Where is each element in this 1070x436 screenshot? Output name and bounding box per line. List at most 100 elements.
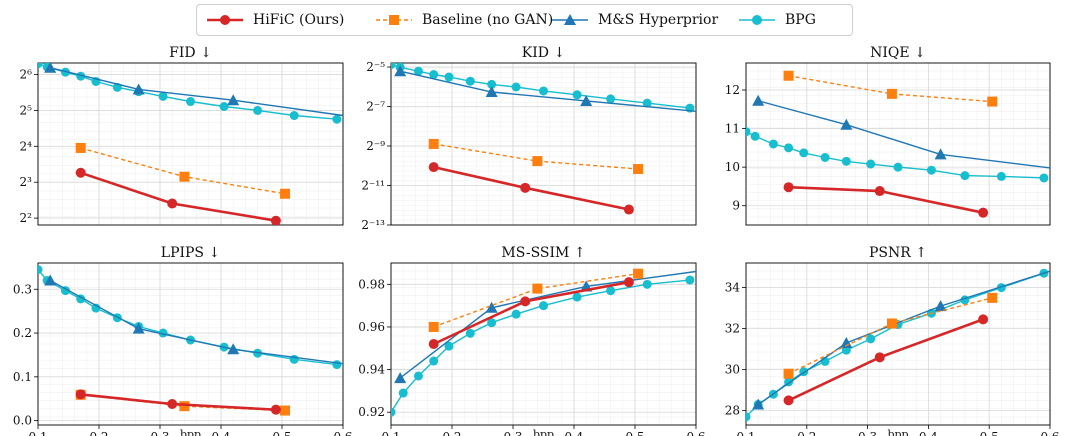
legend-item-baseline: Baseline (no GAN): [374, 5, 553, 35]
y-tick-label: 9: [732, 199, 740, 213]
y-tick-label: 2⁻⁹: [366, 139, 385, 153]
series-line-ms: [49, 279, 343, 365]
x-tick-label: 0.4: [211, 430, 230, 436]
point-bpg: [289, 354, 299, 364]
series-line-ms: [50, 67, 343, 117]
point-hific: [428, 162, 439, 173]
point-bpg: [511, 309, 521, 319]
point-bpg: [820, 153, 830, 162]
point-bpg: [444, 341, 454, 351]
x-tick-label: 0.5: [980, 430, 999, 436]
x-axis-label: bpp: [887, 428, 908, 436]
point-bpg: [391, 407, 396, 417]
point-hific: [874, 186, 885, 197]
series-line-bpg: [38, 269, 337, 366]
point-baseline: [987, 96, 998, 107]
x-tick-label: 0.1: [736, 430, 755, 436]
chart-panel-1: 2² 2³ 2⁴ 2⁵ 2⁶ FID ↓: [20, 45, 344, 226]
y-tick-label: 28: [725, 404, 740, 418]
series-line-bpg: [746, 272, 1045, 418]
point-baseline: [783, 368, 794, 379]
x-tick-label: 0.6: [333, 430, 352, 436]
point-baseline: [886, 88, 897, 99]
point-hific: [783, 395, 794, 406]
series-group: [391, 268, 696, 417]
point-hific: [978, 314, 989, 325]
chart-title: KID ↓: [522, 45, 565, 61]
point-bpg: [746, 412, 751, 422]
y-tick-label: 2³: [20, 175, 33, 189]
plot-frame: [37, 62, 344, 226]
point-ms: [485, 301, 498, 313]
chart-panel-6: 28 30 32 34 PSNR ↑ 0.1 0.2 0.3 0.4 0.5 0.6 bpp: [725, 245, 1060, 436]
series-line-bpg: [38, 63, 337, 120]
y-tick-label: 0.94: [358, 363, 385, 377]
point-bpg: [465, 328, 475, 338]
point-bpg: [332, 114, 342, 124]
legend-swatch-bpg: [739, 15, 775, 25]
legend: HiFiC (Ours) Baseline (no GAN) M&S Hyper…: [196, 4, 853, 36]
y-tick-label: 2⁻¹³: [361, 218, 385, 232]
point-bpg: [893, 162, 903, 172]
series-line-hific: [433, 280, 630, 346]
point-bpg: [750, 131, 760, 141]
point-bpg: [746, 127, 751, 137]
point-hific: [428, 339, 439, 349]
x-tick-label: 0.5: [625, 430, 644, 436]
y-tick-label: 0.98: [358, 277, 385, 291]
point-baseline: [633, 268, 644, 279]
series-group: [38, 265, 343, 416]
point-bpg: [398, 388, 408, 398]
plot-frame: [745, 262, 1051, 426]
series-line-baseline: [433, 273, 639, 328]
point-hific: [167, 198, 178, 209]
y-tick-label: 32: [725, 322, 740, 336]
x-tick-label: 0.6: [1040, 430, 1059, 436]
point-hific: [623, 277, 634, 288]
y-tick-label: 0.2: [13, 326, 32, 340]
point-hific: [783, 182, 794, 193]
point-baseline: [280, 405, 291, 416]
point-bpg: [572, 292, 582, 302]
chart-title: FID ↓: [169, 45, 212, 61]
chart-panel-2: 2⁻¹³ 2⁻¹¹ 2⁻⁹ 2⁻⁷ 2⁻⁵ KID ↓: [361, 45, 697, 232]
point-hific: [978, 207, 989, 218]
chart-title: PSNR ↑: [869, 245, 927, 261]
point-bpg: [429, 70, 439, 80]
point-ms: [580, 94, 593, 106]
point-bpg: [429, 356, 439, 366]
point-bpg: [158, 328, 168, 338]
x-tick-label: 0.3: [503, 430, 522, 436]
point-bpg: [926, 165, 936, 175]
point-bpg: [841, 156, 851, 166]
x-tick-label: 0.6: [686, 430, 705, 436]
point-baseline: [179, 401, 190, 412]
point-bpg: [465, 76, 475, 86]
x-tick-label: 0.1: [28, 430, 47, 436]
legend-label-baseline: Baseline (no GAN): [422, 12, 554, 28]
point-baseline: [987, 292, 998, 303]
point-baseline: [633, 164, 644, 175]
point-bpg: [511, 82, 521, 92]
y-tick-label: 2⁻¹¹: [361, 178, 385, 192]
point-bpg: [219, 102, 229, 112]
y-tick-label: 2⁴: [20, 139, 33, 153]
legend-swatch-baseline: [376, 15, 412, 25]
x-tick-label: 0.1: [381, 430, 400, 436]
x-tick-label: 0.2: [797, 430, 816, 436]
point-hific: [520, 182, 531, 193]
chart-panel-4: 0.0 0.1 0.2 0.3 LPIPS ↓ 0.1 0.2 0.3 0.4 0.5 0.6 bpp: [13, 245, 353, 436]
point-bpg: [606, 286, 616, 296]
legend-item-bpg: BPG: [737, 5, 816, 35]
point-ms: [44, 63, 57, 73]
point-hific: [874, 352, 885, 363]
point-ms: [227, 343, 240, 355]
point-hific: [167, 398, 178, 409]
point-baseline: [280, 188, 291, 199]
point-bpg: [391, 63, 396, 70]
point-baseline: [75, 142, 86, 153]
point-ms: [840, 336, 853, 348]
point-bpg: [685, 275, 695, 285]
point-bpg: [413, 371, 423, 381]
